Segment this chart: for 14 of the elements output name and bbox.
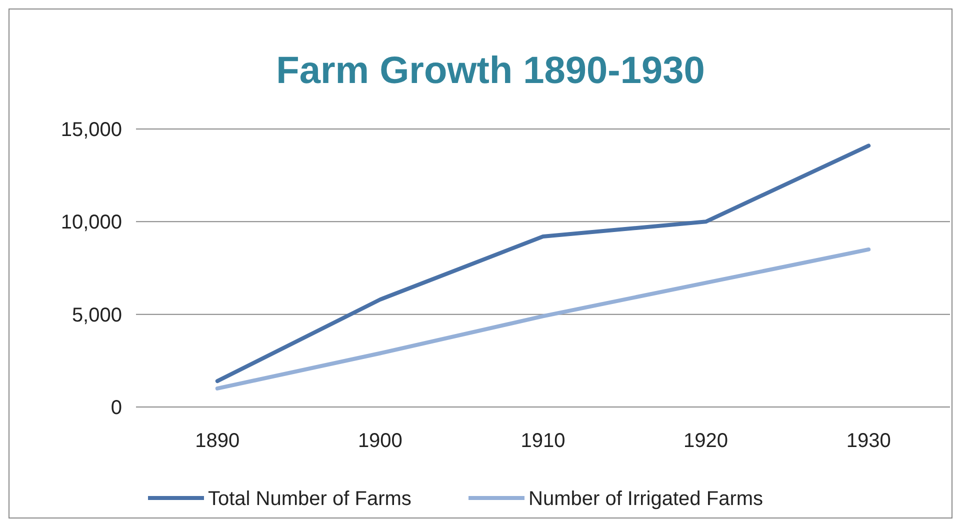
x-tick-label: 1900 bbox=[358, 430, 402, 452]
y-tick-label: 0 bbox=[110, 397, 122, 419]
legend-label: Number of Irrigated Farms bbox=[528, 488, 764, 510]
y-tick-label: 15,000 bbox=[60, 119, 122, 141]
y-tick-label: 10,000 bbox=[60, 212, 122, 234]
line-series bbox=[215, 144, 871, 384]
line-series bbox=[215, 247, 871, 390]
x-tick-label: 1910 bbox=[520, 430, 566, 452]
x-tick-label: 1890 bbox=[195, 430, 240, 452]
x-tick-label: 1920 bbox=[684, 430, 728, 452]
legend-label: Total Number of Farms bbox=[208, 488, 412, 510]
y-tick-label: 5,000 bbox=[72, 304, 122, 326]
x-tick-label: 1930 bbox=[846, 430, 891, 452]
chart-title: Farm Growth 1890-1930 bbox=[276, 50, 705, 92]
